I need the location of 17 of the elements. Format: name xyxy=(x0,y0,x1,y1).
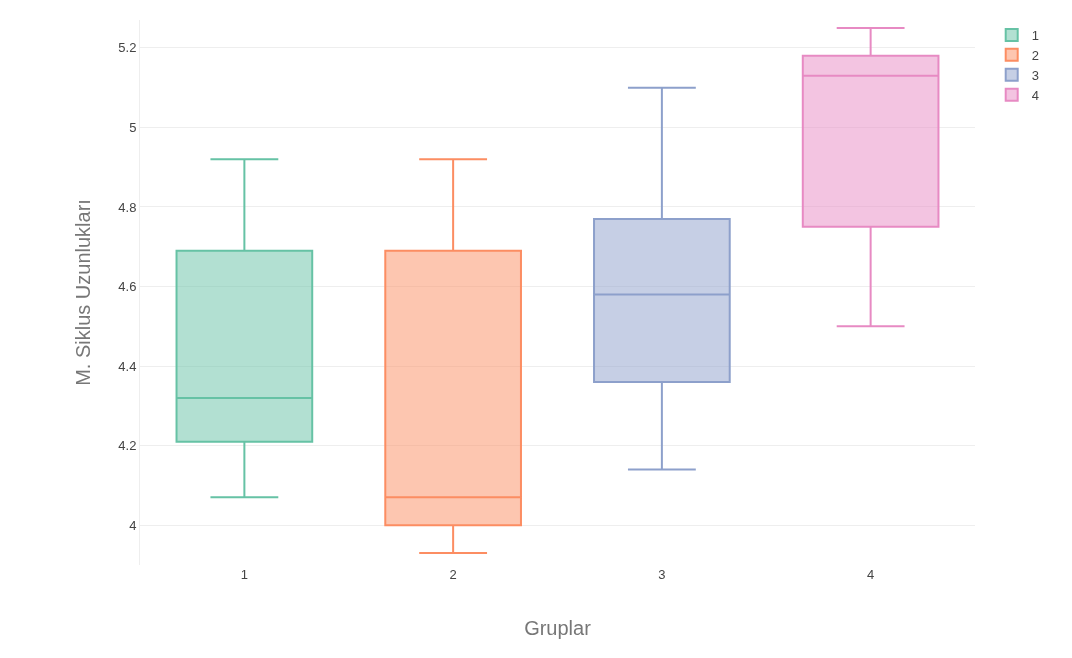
y-tick-label: 4.4 xyxy=(118,358,137,374)
legend-label: 4 xyxy=(1031,87,1039,103)
legend-label: 2 xyxy=(1031,47,1039,63)
y-tick-label: 4 xyxy=(129,517,137,533)
x-tick-label: 1 xyxy=(240,567,248,582)
y-tick-label: 4.8 xyxy=(118,199,137,215)
y-tick-label: 5 xyxy=(129,119,137,135)
y-axis-title: M. Siklus Uzunlukları xyxy=(72,199,94,386)
x-tick-label: 4 xyxy=(867,567,875,582)
x-axis-title: Gruplar xyxy=(524,617,592,639)
y-tick-label: 4.2 xyxy=(118,438,137,454)
y-tick-label: 4.6 xyxy=(118,279,137,295)
legend-label: 1 xyxy=(1031,28,1039,44)
x-tick-label: 2 xyxy=(449,567,457,582)
legend-label: 3 xyxy=(1031,67,1039,83)
y-tick-label: 5.2 xyxy=(118,40,137,56)
x-tick-label: 3 xyxy=(658,567,666,582)
